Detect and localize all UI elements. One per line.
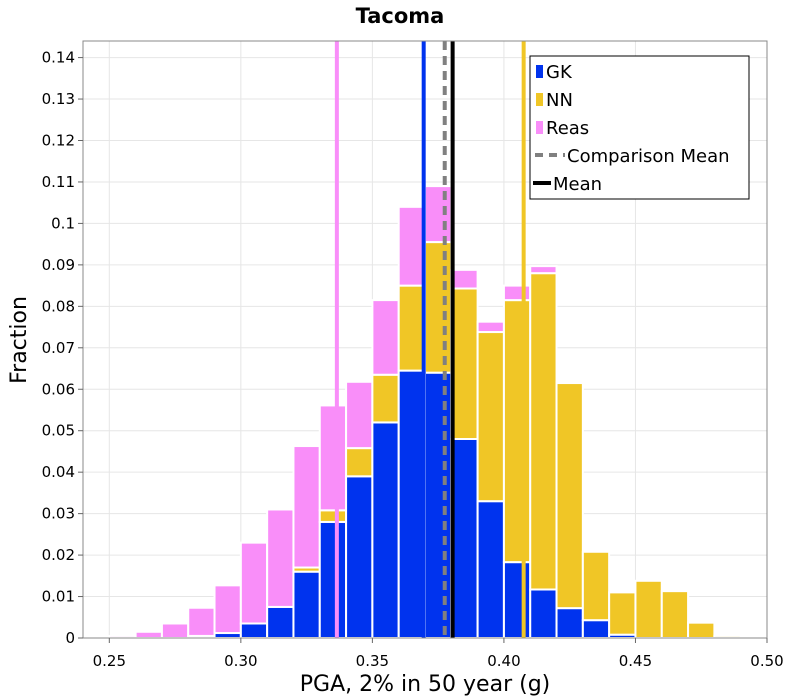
y-axis-ticks: 0 0.01 0.02 0.03 0.04 0.05 0.06 0.07 0.08 0.09 0.1… [42, 49, 83, 647]
bar-gk [555, 607, 584, 640]
y-tick-label: 0.1 [51, 214, 75, 232]
bar-gk [239, 622, 269, 639]
bar-nn [687, 621, 716, 639]
chart-title: Tacoma [356, 4, 445, 28]
bar-nn [371, 373, 400, 424]
bar-gk [266, 605, 295, 639]
y-axis-label: Fraction [7, 296, 32, 384]
y-tick-label: 0.09 [42, 256, 75, 274]
x-tick-label: 0.30 [224, 652, 257, 670]
y-tick-label: 0 [65, 629, 75, 647]
bar-nn [581, 550, 611, 622]
bar-gk [476, 500, 505, 639]
bar-gk [371, 421, 400, 639]
bar-nn [397, 284, 427, 372]
legend-label: Mean [553, 174, 602, 195]
bar-reas [266, 508, 295, 608]
bar-gk [450, 438, 479, 639]
bar-reas [213, 584, 242, 635]
bar-reas [345, 380, 374, 450]
bar-gk [345, 475, 374, 639]
y-tick-label: 0.06 [42, 380, 75, 398]
bar-nn [450, 287, 479, 440]
bar-reas [397, 205, 427, 287]
y-tick-label: 0.08 [42, 297, 75, 315]
bar-gk [529, 588, 558, 640]
y-tick-label: 0.11 [42, 173, 75, 191]
legend-label: NN [546, 90, 573, 111]
bar-reas [424, 185, 453, 244]
bar-gk [502, 561, 532, 639]
legend-swatch-gk [536, 65, 543, 78]
bar-reas [476, 320, 505, 334]
legend-box [529, 55, 750, 200]
y-tick-label: 0.01 [42, 588, 75, 606]
y-tick-label: 0.13 [42, 90, 75, 108]
bar-nn [476, 331, 505, 503]
bar-reas [450, 268, 479, 290]
bar-gk [424, 371, 453, 639]
x-tick-label: 0.50 [750, 652, 783, 670]
x-axis-ticks: 0.25 0.30 0.35 0.40 0.45 0.50 [93, 638, 784, 670]
bar-gk [581, 619, 611, 639]
x-tick-label: 0.40 [487, 652, 520, 670]
bar-nn [318, 509, 348, 523]
legend-label: Comparison Mean [567, 146, 730, 167]
y-tick-label: 0.04 [42, 463, 75, 481]
bar-nn [555, 382, 584, 610]
vertical-lines [334, 41, 526, 638]
bar-reas [318, 404, 348, 512]
plot-frame [82, 40, 768, 639]
bar-nn [502, 299, 532, 564]
y-tick-label: 0.02 [42, 546, 75, 564]
bar-reas [239, 541, 269, 625]
x-tick-label: 0.25 [93, 652, 126, 670]
legend-label: GK [546, 62, 573, 83]
bar-gk [318, 520, 348, 640]
legend-swatch-reas [536, 121, 543, 134]
bar-reas [187, 606, 216, 637]
bar-reas [529, 265, 558, 275]
x-axis-label: PGA, 2% in 50 year (g) [300, 672, 551, 697]
bar-reas [292, 445, 321, 569]
bar-reas [134, 630, 163, 639]
bar-nn [660, 590, 690, 640]
y-tick-label: 0.12 [42, 132, 75, 150]
bar-nn [608, 591, 637, 636]
y-tick-label: 0.05 [42, 422, 75, 440]
y-tick-label: 0.03 [42, 505, 75, 523]
bar-nn [634, 579, 663, 639]
bar-gk [292, 570, 321, 640]
x-tick-label: 0.45 [619, 652, 652, 670]
legend-swatch-nn [536, 93, 543, 106]
bar-reas [160, 622, 190, 639]
y-tick-label: 0.07 [42, 339, 75, 357]
bar-nn [529, 272, 558, 591]
bar-reas [371, 299, 400, 376]
legend-label: Reas [546, 118, 589, 139]
bar-nn [345, 447, 374, 478]
bar-reas [502, 284, 532, 302]
legend: GK NN Reas Comparison Mean Mean [529, 55, 750, 200]
bar-reas [555, 380, 584, 385]
x-tick-label: 0.35 [356, 652, 389, 670]
y-tick-label: 0.14 [42, 49, 75, 67]
bar-nn [424, 241, 453, 374]
bar-gk [397, 369, 427, 639]
